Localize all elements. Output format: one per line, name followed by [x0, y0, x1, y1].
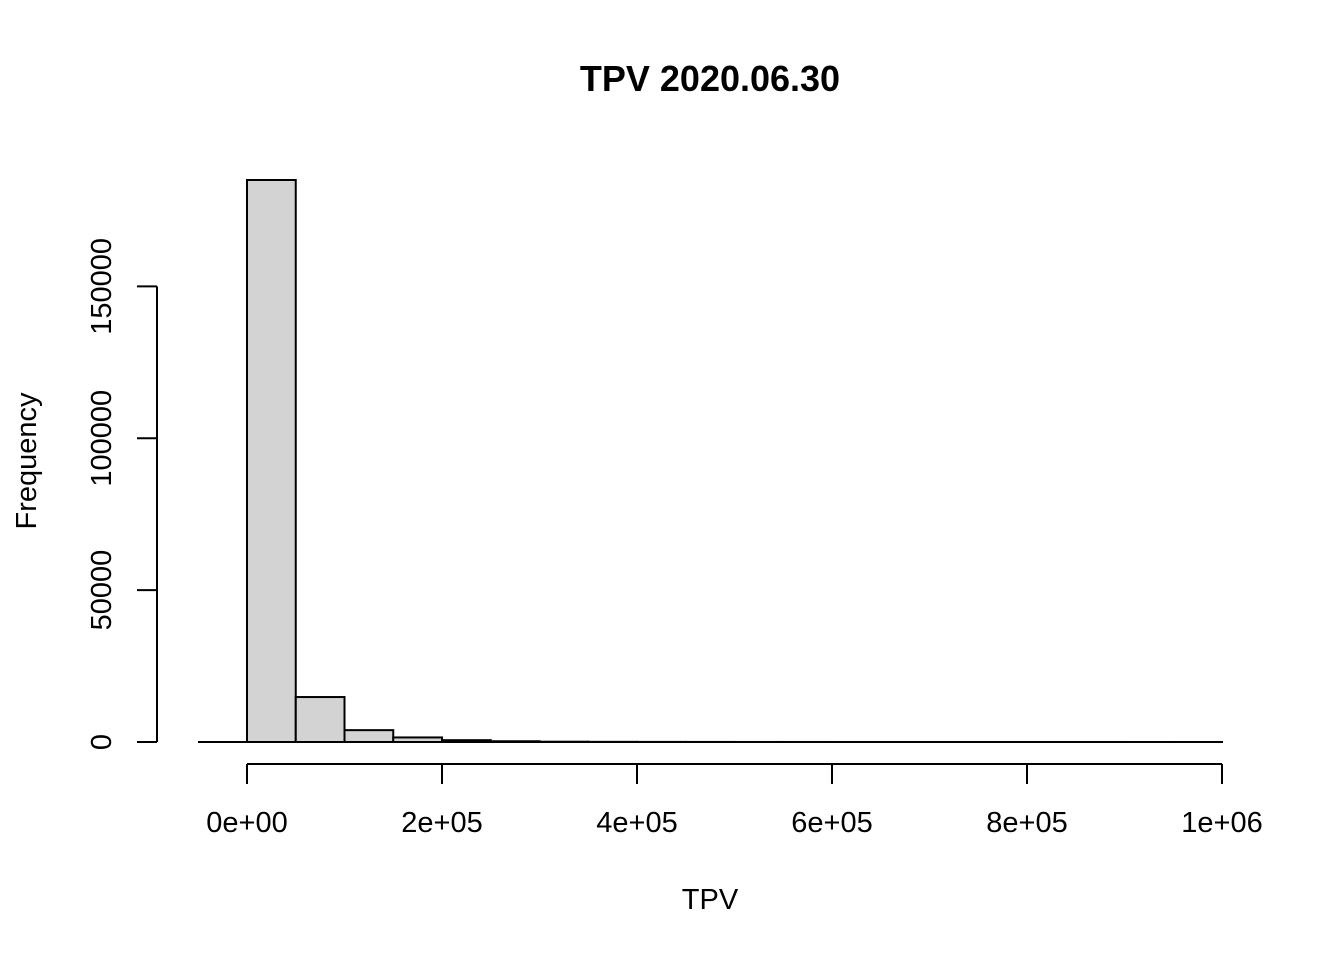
x-tick-label: 6e+05: [791, 807, 872, 839]
y-axis: 0 50000 100000 150000: [86, 238, 158, 750]
x-axis-label: TPV: [682, 884, 739, 916]
y-tick-label: 100000: [86, 390, 118, 487]
histogram-bar: [246, 179, 297, 743]
x-tick-label: 0e+00: [206, 807, 287, 839]
histogram-bar: [294, 696, 346, 743]
x-tick-label: 8e+05: [986, 807, 1067, 839]
chart-title: TPV 2020.06.30: [580, 58, 840, 99]
y-tick-label: 0: [86, 734, 118, 750]
x-tick-label: 4e+05: [596, 807, 677, 839]
y-tick-label: 50000: [86, 550, 118, 631]
histogram-bar: [343, 729, 395, 743]
y-tick-label: 150000: [86, 238, 118, 335]
x-tick-label: 1e+06: [1181, 807, 1262, 839]
y-axis-label: Frequency: [11, 392, 43, 530]
x-axis: 0e+00 2e+05 4e+05 6e+05 8e+05 1e+06: [206, 763, 1263, 839]
bars-group: [246, 179, 1223, 744]
x-tick-label: 2e+05: [401, 807, 482, 839]
